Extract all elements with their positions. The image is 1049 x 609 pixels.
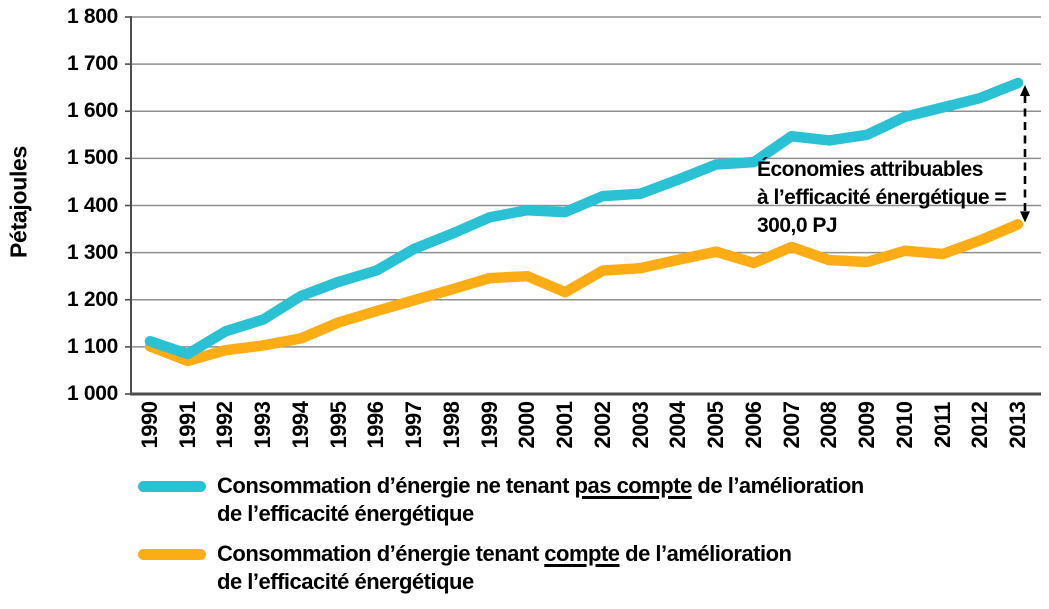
legend-text-part: de l’efficacité énergétique: [217, 501, 474, 526]
x-tick-label: 2003: [627, 401, 653, 449]
x-tick-label: 2008: [816, 401, 842, 449]
x-tick-label: 2006: [740, 401, 766, 449]
y-tick-label: 1 100: [66, 334, 118, 358]
savings-annotation-line2: à l’efficacité énergétique =: [757, 186, 1007, 209]
x-tick-label: 1990: [137, 401, 162, 449]
savings-annotation: Économies attribuables à l’efficacité én…: [757, 156, 1007, 240]
x-tick-label: 1993: [250, 401, 276, 449]
legend-label-with-efficiency: Consommation d’énergie tenant compte de …: [217, 540, 792, 596]
legend-text-underlined: compte: [544, 541, 620, 566]
x-tick-label: 2002: [589, 401, 615, 449]
legend-text-part: Consommation d’énergie ne tenant: [217, 473, 575, 498]
y-tick-label: 1 200: [66, 287, 118, 311]
y-tick-label: 1 000: [66, 382, 118, 405]
legend: Consommation d’énergie ne tenant pas com…: [138, 472, 864, 608]
x-tick-label: 2000: [514, 401, 540, 449]
x-tick-label: 1999: [476, 401, 502, 449]
y-tick-label: 1 600: [66, 99, 118, 123]
savings-annotation-line1: Économies attribuables: [757, 158, 983, 181]
x-tick-label: 2005: [703, 401, 729, 449]
legend-label-without-efficiency: Consommation d’énergie ne tenant pas com…: [217, 472, 864, 528]
y-tick-label: 1 800: [66, 5, 118, 28]
x-tick-label: 1995: [325, 401, 351, 449]
x-tick-label: 1997: [401, 401, 427, 449]
y-axis-title: Pétajoules: [5, 145, 32, 259]
legend-item-with-efficiency: Consommation d’énergie tenant compte de …: [138, 540, 864, 596]
savings-arrow-head-down: [1020, 211, 1030, 223]
y-tick-label: 1 400: [66, 193, 118, 217]
legend-text-part: de l’efficacité énergétique: [217, 569, 474, 594]
x-tick-label: 2004: [665, 401, 691, 449]
y-tick-label: 1 500: [66, 146, 118, 170]
x-tick-label: 2001: [552, 401, 578, 449]
series-line-without-efficiency: [144, 77, 1024, 360]
legend-text-part: de l’amélioration: [691, 473, 864, 498]
legend-item-without-efficiency: Consommation d’énergie ne tenant pas com…: [138, 472, 864, 528]
legend-swatch-orange: [138, 549, 206, 560]
x-tick-label: 2013: [1005, 401, 1030, 449]
legend-text-part: Consommation d’énergie tenant: [217, 541, 545, 566]
x-tick-label: 1998: [438, 401, 464, 449]
x-tick-label: 2011: [929, 402, 955, 448]
legend-swatch-teal: [138, 481, 206, 492]
savings-annotation-line3: 300,0 PJ: [757, 214, 838, 237]
savings-arrow-head-up: [1020, 84, 1030, 96]
x-tick-label: 2012: [967, 401, 993, 449]
x-tick-label: 2007: [778, 401, 804, 449]
x-tick-label: 1992: [212, 401, 238, 449]
legend-text-part: de l’amélioration: [619, 541, 792, 566]
x-tick-label: 2009: [854, 401, 880, 449]
x-tick-label: 2010: [891, 401, 917, 449]
y-tick-label: 1 300: [66, 240, 118, 264]
legend-text-underlined: pas compte: [574, 473, 693, 498]
y-tick-label: 1 700: [66, 52, 118, 76]
x-tick-label: 1996: [363, 401, 389, 449]
x-tick-label: 1994: [287, 401, 313, 449]
series-line-with-efficiency: [144, 219, 1024, 367]
x-tick-label: 1991: [174, 401, 200, 449]
